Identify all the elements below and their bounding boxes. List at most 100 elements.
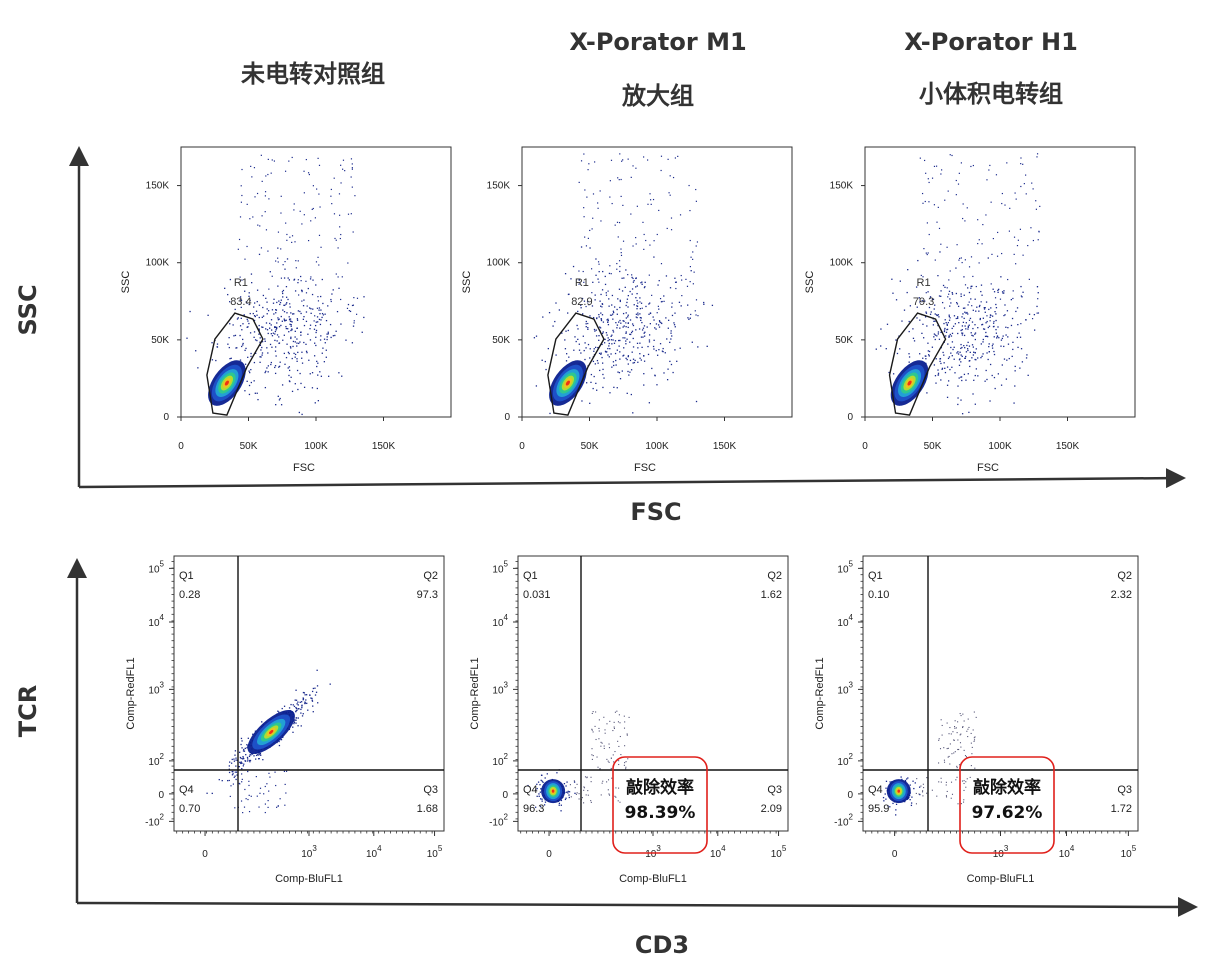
- q1-name: Q1: [179, 570, 194, 582]
- event-dot: [287, 328, 289, 330]
- event-dot: [314, 687, 316, 689]
- event-dot: [253, 302, 256, 304]
- event-dot: [305, 343, 307, 345]
- event-dot: [1021, 296, 1023, 298]
- event-dot: [254, 196, 256, 198]
- event-dot: [962, 313, 964, 315]
- event-dot: [1023, 183, 1025, 185]
- event-dot: [968, 266, 971, 268]
- event-dot: [670, 330, 672, 332]
- event-dot: [241, 329, 243, 331]
- event-dot: [289, 318, 292, 320]
- event-dot: [242, 812, 244, 814]
- event-dot: [617, 721, 620, 723]
- event-dots: [186, 154, 365, 416]
- event-dot: [290, 325, 292, 327]
- event-dot: [906, 778, 908, 780]
- event-dot: [617, 298, 619, 300]
- event-dot: [1036, 153, 1039, 155]
- event-dot: [281, 707, 283, 710]
- x-tick-label: 0: [892, 849, 898, 860]
- event-dot: [290, 337, 292, 340]
- event-dot: [634, 359, 636, 362]
- event-dot: [674, 281, 677, 283]
- event-dot: [1015, 198, 1017, 200]
- event-dot: [967, 736, 969, 738]
- event-dot: [632, 362, 634, 364]
- event-dot: [264, 340, 266, 342]
- event-dot: [655, 323, 658, 325]
- event-dot: [594, 294, 596, 296]
- event-dot: [282, 296, 284, 298]
- event-dot: [566, 353, 568, 355]
- event-dot: [248, 810, 251, 813]
- event-dot: [321, 278, 323, 281]
- header-control: 未电转对照组: [241, 60, 385, 88]
- event-dot: [987, 326, 989, 329]
- event-dot: [632, 165, 634, 167]
- event-dot: [287, 351, 290, 354]
- event-dot: [230, 785, 232, 787]
- event-dot: [243, 806, 246, 808]
- event-dot: [956, 301, 958, 304]
- x-tick-label: 105: [771, 844, 787, 860]
- event-dot: [288, 160, 290, 162]
- event-dot: [942, 284, 945, 287]
- event-dot: [578, 349, 581, 351]
- event-dot: [320, 319, 322, 321]
- event-dot: [965, 781, 967, 783]
- event-dot: [354, 195, 356, 197]
- event-dot: [614, 795, 616, 797]
- event-dot: [275, 346, 277, 348]
- event-dot: [616, 324, 619, 326]
- event-dot: [613, 386, 615, 389]
- event-dot: [619, 735, 621, 738]
- event-dot: [950, 352, 952, 354]
- event-dot: [248, 322, 250, 325]
- event-dot: [1006, 359, 1008, 361]
- event-dot: [695, 400, 698, 403]
- event-dot: [661, 322, 663, 325]
- event-dot: [931, 177, 934, 179]
- event-dot: [637, 314, 639, 316]
- event-dot: [973, 711, 975, 713]
- event-dot: [963, 720, 965, 722]
- event-dot: [307, 239, 310, 242]
- event-dot: [618, 787, 620, 789]
- event-dot: [264, 211, 266, 213]
- event-dot: [295, 267, 297, 269]
- event-dot: [943, 307, 946, 309]
- event-dot: [250, 368, 252, 371]
- event-dot: [279, 397, 281, 400]
- event-dot: [940, 781, 942, 783]
- event-dot: [629, 333, 632, 336]
- event-dot: [661, 350, 664, 352]
- event-dot: [618, 221, 621, 224]
- event-dot: [1019, 228, 1022, 230]
- event-dot: [583, 281, 585, 283]
- event-dot: [647, 159, 649, 161]
- event-dot: [268, 772, 270, 774]
- event-dot: [965, 312, 967, 314]
- event-dot: [601, 332, 604, 335]
- knockout-value: 97.62%: [972, 803, 1043, 823]
- event-dot: [913, 787, 915, 790]
- event-dot: [974, 333, 976, 335]
- event-dot: [924, 200, 926, 203]
- event-dot: [648, 339, 651, 341]
- event-dot: [643, 373, 645, 375]
- event-dot: [267, 365, 269, 367]
- event-dot: [998, 337, 1000, 339]
- event-dot: [307, 333, 309, 335]
- event-dot: [622, 326, 624, 328]
- event-dot: [926, 222, 928, 224]
- event-dot: [697, 346, 699, 348]
- event-dot: [261, 326, 263, 328]
- event-dot: [926, 392, 928, 394]
- event-dot: [352, 231, 354, 233]
- event-dot: [297, 310, 300, 312]
- event-dot: [234, 754, 236, 756]
- event-dot: [674, 312, 676, 314]
- event-dot: [619, 270, 621, 273]
